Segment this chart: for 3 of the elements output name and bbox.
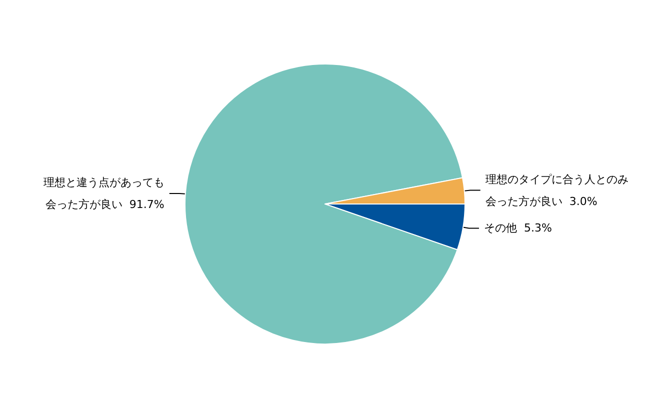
slice-label: 理想と違う点があっても会った方が良い 91.7% [43, 176, 164, 211]
slice-label: 理想のタイプに合う人とのみ会った方が良い 3.0% [485, 172, 628, 208]
slice-label: その他 5.3% [484, 222, 552, 235]
